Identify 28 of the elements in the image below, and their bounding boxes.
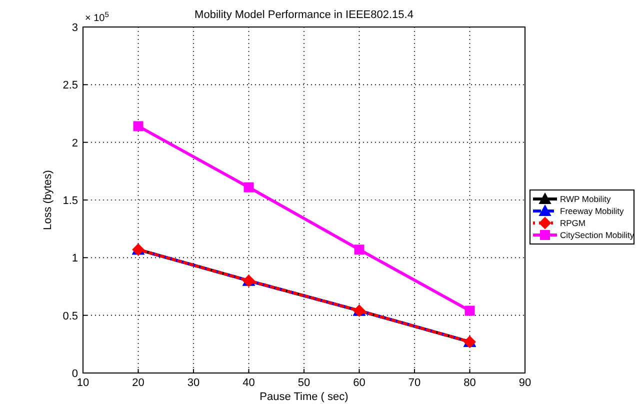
chart-title: Mobility Model Performance in IEEE802.15.4 — [194, 9, 414, 21]
point — [464, 306, 475, 316]
x-tick-label: 40 — [242, 377, 255, 389]
x-tick-label: 10 — [76, 377, 90, 389]
legend-label: RWP Mobility — [560, 194, 612, 204]
y-axis-title: Loss (bytes) — [42, 170, 54, 230]
y-tick-label: 1.5 — [62, 195, 78, 207]
point — [244, 182, 254, 192]
x-tick-label: 70 — [408, 377, 421, 389]
point — [133, 121, 144, 132]
legend-label: CitySection Mobility — [560, 230, 635, 240]
y-tick-label: 2.5 — [62, 80, 78, 92]
y-tick-label: 2 — [72, 137, 78, 150]
y-tick-label: 1 — [72, 252, 78, 265]
x-tick-label: 90 — [518, 377, 532, 389]
legend-label: RPGM — [560, 218, 586, 228]
x-tick-label: 60 — [353, 377, 366, 389]
point — [354, 244, 364, 255]
x-tick-label: 20 — [132, 377, 144, 389]
legend-label: Freeway Mobility — [560, 206, 625, 216]
x-tick-label: 30 — [187, 377, 200, 389]
y-tick-label: 0 — [72, 368, 78, 380]
text: × 10$^{5}$ — [85, 10, 109, 24]
x-tick-label: 80 — [464, 377, 476, 389]
y-tick-label: 0.5 — [62, 310, 78, 322]
x-axis-title: Pause Time ( sec) — [260, 391, 348, 403]
x-tick-label: 50 — [298, 377, 310, 389]
y-tick-label: 3 — [72, 22, 78, 34]
